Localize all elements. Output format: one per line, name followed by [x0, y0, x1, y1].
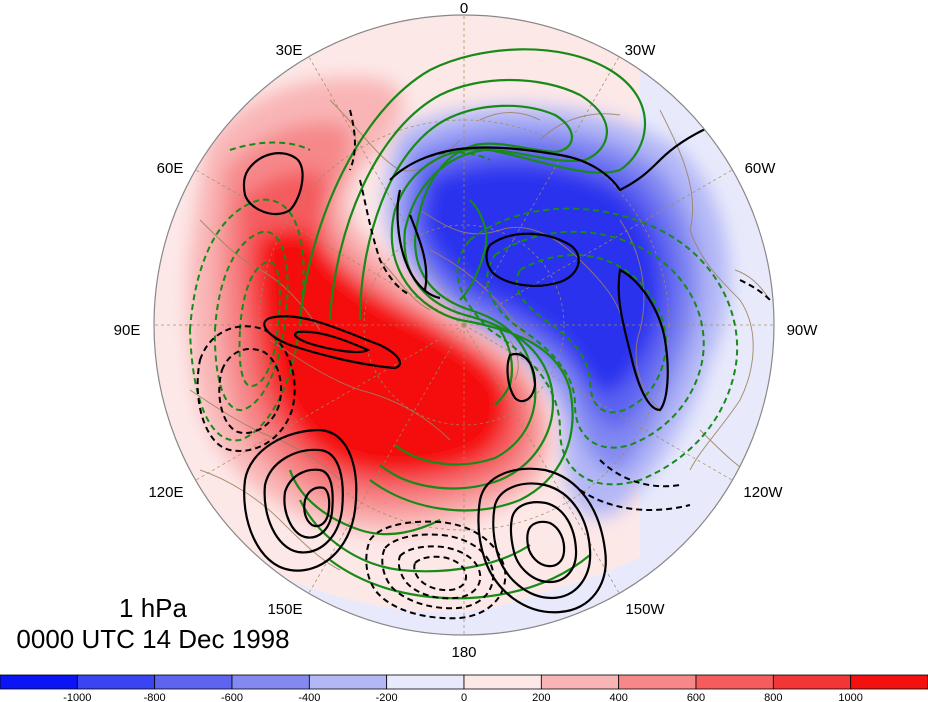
colorbar-swatch [618, 674, 697, 690]
colorbar-swatch [695, 674, 774, 690]
colorbar-swatch [0, 674, 78, 690]
colorbar-tick-label: -200 [376, 692, 398, 702]
colorbar-swatch [154, 674, 233, 690]
map-disk [154, 15, 774, 635]
colorbar-tick-label: -400 [298, 692, 320, 702]
colorbar-tick-label: -1000 [63, 692, 91, 702]
lon-label-90w: 90W [787, 322, 819, 339]
lon-label-180: 180 [451, 644, 476, 661]
longitude-labels: 0 30W 60W 90W 120W 150W 180 150E 120E 90… [114, 0, 819, 661]
lon-label-60w: 60W [745, 160, 777, 177]
lon-label-60e: 60E [157, 160, 184, 177]
lon-label-150e: 150E [267, 601, 302, 618]
colorbar-swatch [231, 674, 310, 690]
colorbar-swatch [772, 674, 852, 690]
lon-label-90e: 90E [114, 322, 141, 339]
graticule [154, 15, 774, 635]
positive-anomaly [188, 77, 551, 533]
lon-label-30w: 30W [625, 42, 657, 59]
level-label: 1 hPa [119, 593, 187, 623]
colorbar-swatch [850, 674, 928, 690]
colorbar-tick-label: -800 [144, 692, 166, 702]
colorbar-swatch [540, 674, 620, 690]
black-contours-solid [242, 113, 741, 614]
colorbar-swatch [386, 674, 465, 690]
colorbar: -1000 -800 -600 -400 -200 0 200 400 600 800 1000 [0, 674, 928, 702]
black-contours-dashed [196, 109, 771, 620]
lon-label-0: 0 [460, 0, 468, 17]
colorbar-tick-label: 800 [764, 692, 782, 702]
colorbar-swatch [308, 674, 388, 690]
colorbar-tick-label: 1000 [838, 692, 862, 702]
lon-label-120e: 120E [148, 484, 183, 501]
colorbar-tick-label: 0 [461, 692, 467, 702]
colorbar-tick-label: -600 [221, 692, 243, 702]
continent-outlines [189, 99, 771, 571]
colorbar-swatch [76, 674, 156, 690]
green-contours-solid [288, 48, 646, 600]
lon-label-120w: 120W [743, 484, 783, 501]
colorbar-tick-label: 200 [532, 692, 550, 702]
colorbar-tick-label: 400 [609, 692, 627, 702]
lon-label-150w: 150W [625, 601, 665, 618]
lon-label-30e: 30E [276, 42, 303, 59]
time-label: 0000 UTC 14 Dec 1998 [16, 624, 289, 654]
colorbar-swatch [463, 674, 542, 690]
colorbar-tick-label: 600 [687, 692, 705, 702]
map-border [153, 14, 775, 636]
green-contours-dashed [188, 141, 739, 486]
